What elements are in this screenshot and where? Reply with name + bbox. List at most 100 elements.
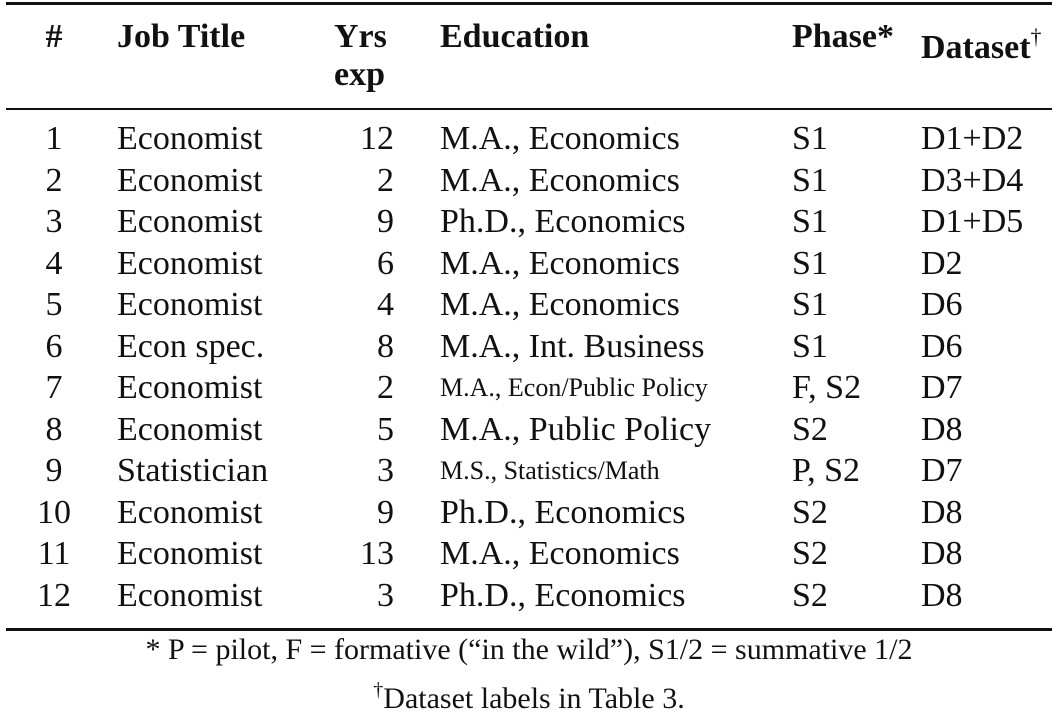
- cell-yrs-exp: 2: [377, 369, 394, 406]
- table-row: 11 Economist 13 M.A., Economics S2 D8: [6, 533, 1052, 575]
- cell-dataset: D6: [921, 286, 963, 323]
- cell-phase: S1: [792, 203, 828, 240]
- cell-dataset: D3+D4: [921, 161, 1024, 199]
- cell-num: 9: [45, 452, 63, 489]
- header-yrs-line2: exp: [334, 56, 385, 93]
- header-yrs-exp: Yrs exp: [312, 0, 394, 118]
- cell-phase: S1: [792, 161, 828, 199]
- cell-education: Ph.D., Economics: [440, 576, 686, 614]
- cell-phase: S1: [792, 286, 828, 323]
- cell-education: M.A., Int. Business: [440, 327, 705, 365]
- cell-job-title: Economist: [117, 244, 263, 282]
- cell-yrs-exp: 5: [377, 410, 394, 448]
- cell-education: Ph.D., Economics: [440, 493, 686, 531]
- cell-job-title: Economist: [117, 369, 263, 406]
- cell-job-title: Statistician: [117, 452, 269, 489]
- cell-yrs-exp: 13: [360, 535, 394, 572]
- header-education: Education: [440, 18, 590, 55]
- cell-num: 12: [37, 576, 71, 614]
- cell-phase: F, S2: [792, 369, 862, 406]
- top-rule: [6, 2, 1052, 5]
- table-body: 1 Economist 12 M.A., Economics S1 D1+D2 2 Econo…: [6, 118, 1052, 616]
- header-dataset-mark: †: [1030, 24, 1042, 49]
- cell-education: M.A., Econ/Public Policy: [440, 373, 708, 402]
- cell-dataset: D8: [921, 410, 963, 448]
- table-row: 4 Economist 6 M.A., Economics S1 D2: [6, 243, 1052, 285]
- cell-yrs-exp: 4: [377, 286, 394, 323]
- table-row: 3 Economist 9 Ph.D., Economics S1 D1+D5: [6, 201, 1052, 243]
- cell-education: M.A., Economics: [440, 161, 680, 199]
- cell-phase: S2: [792, 535, 828, 572]
- cell-education: M.A., Economics: [440, 244, 680, 282]
- header-dataset: Dataset†: [873, 0, 1052, 118]
- cell-phase: S1: [792, 120, 828, 157]
- cell-dataset: D1+D5: [921, 203, 1024, 240]
- cell-num: 7: [45, 369, 63, 406]
- cell-education: M.A., Public Policy: [440, 410, 712, 448]
- cell-phase: S2: [792, 410, 828, 448]
- cell-dataset: D8: [921, 576, 963, 614]
- cell-job-title: Econ spec.: [117, 327, 265, 365]
- cell-num: 4: [45, 244, 63, 282]
- cell-yrs-exp: 9: [377, 203, 394, 240]
- table-row: 5 Economist 4 M.A., Economics S1 D6: [6, 284, 1052, 326]
- table-row: 12 Economist 3 Ph.D., Economics S2 D8: [6, 575, 1052, 617]
- table-row: 6 Econ spec. 8 M.A., Int. Business S1 D6: [6, 326, 1052, 368]
- header-yrs-line1: Yrs: [334, 18, 387, 55]
- cell-num: 6: [45, 327, 63, 365]
- cell-job-title: Economist: [117, 120, 263, 157]
- cell-yrs-exp: 9: [377, 493, 394, 531]
- cell-num: 2: [45, 161, 63, 199]
- cell-job-title: Economist: [117, 535, 263, 572]
- cell-phase: S1: [792, 244, 828, 282]
- header-row: # Job Title Yrs exp Education Phase* Dat…: [6, 0, 1052, 118]
- cell-job-title: Economist: [117, 203, 263, 240]
- header-num: #: [45, 18, 63, 55]
- cell-education: M.A., Economics: [440, 535, 680, 572]
- cell-yrs-exp: 6: [377, 244, 394, 282]
- header-phase: Phase*: [792, 18, 894, 55]
- footnote-dataset-text: Dataset labels in Table 3.: [383, 682, 685, 715]
- table-row: 7 Economist 2 M.A., Econ/Public Policy F, S2…: [6, 367, 1052, 409]
- table-row: 1 Economist 12 M.A., Economics S1 D1+D2: [6, 118, 1052, 160]
- cell-dataset: D7: [921, 452, 963, 489]
- cell-phase: S1: [792, 327, 828, 365]
- cell-job-title: Economist: [117, 576, 263, 614]
- cell-education: Ph.D., Economics: [440, 203, 686, 240]
- cell-num: 10: [37, 493, 71, 531]
- cell-dataset: D2: [921, 244, 963, 282]
- cell-phase: S2: [792, 493, 828, 531]
- cell-phase: P, S2: [792, 452, 861, 489]
- cell-num: 1: [45, 120, 63, 157]
- cell-job-title: Economist: [117, 286, 263, 323]
- cell-dataset: D6: [921, 327, 963, 365]
- bottom-rule: [6, 628, 1052, 631]
- cell-yrs-exp: 8: [377, 327, 394, 365]
- cell-dataset: D8: [921, 535, 963, 572]
- header-job-title: Job Title: [117, 18, 246, 55]
- cell-yrs-exp: 3: [377, 576, 394, 614]
- footnote-dataset-mark: †: [373, 679, 384, 701]
- cell-yrs-exp: 3: [377, 452, 394, 489]
- table-row: 10 Economist 9 Ph.D., Economics S2 D8: [6, 492, 1052, 534]
- cell-yrs-exp: 12: [360, 120, 394, 157]
- cell-dataset: D8: [921, 493, 963, 531]
- participants-table: # Job Title Yrs exp Education Phase* Dat…: [6, 0, 1052, 616]
- cell-job-title: Economist: [117, 410, 263, 448]
- cell-yrs-exp: 2: [377, 161, 394, 199]
- cell-num: 11: [37, 535, 71, 572]
- footnote-phase: * P = pilot, F = formative (“in the wild…: [145, 633, 913, 666]
- cell-job-title: Economist: [117, 161, 263, 199]
- cell-education: M.A., Economics: [440, 120, 680, 157]
- cell-num: 3: [45, 203, 63, 240]
- cell-education: M.S., Statistics/Math: [440, 456, 660, 485]
- cell-education: M.A., Economics: [440, 286, 680, 323]
- cell-job-title: Economist: [117, 493, 263, 531]
- table-row: 2 Economist 2 M.A., Economics S1 D3+D4: [6, 160, 1052, 202]
- cell-dataset: D7: [921, 369, 963, 406]
- header-rule: [6, 108, 1052, 110]
- cell-dataset: D1+D2: [921, 120, 1024, 157]
- cell-phase: S2: [792, 576, 828, 614]
- header-dataset-label: Dataset: [921, 29, 1031, 66]
- cell-num: 5: [45, 286, 63, 323]
